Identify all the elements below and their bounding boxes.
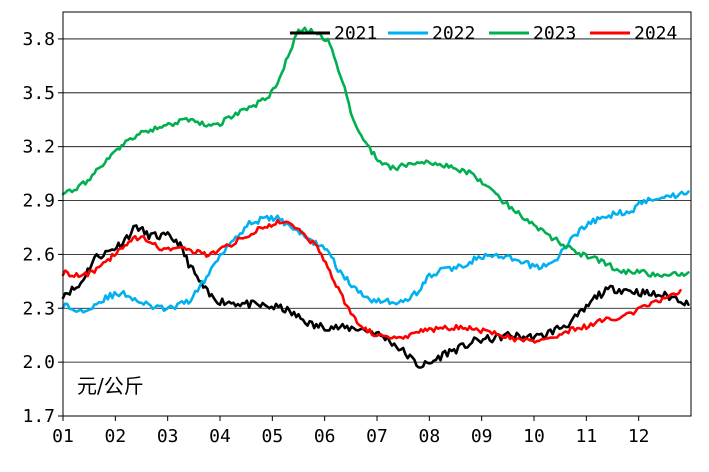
x-tick-label: 03 [157,426,179,447]
series-line-2022 [61,190,690,314]
x-tick-label: 01 [52,426,74,447]
series-line-2024 [61,218,682,344]
legend-label-2021: 2021 [334,23,377,44]
legend-label-2023: 2023 [533,23,576,44]
x-tick-label: 11 [575,426,597,447]
x-tick-label: 09 [471,426,493,447]
x-tick-label: 04 [209,426,231,447]
x-tick-label: 10 [523,426,545,447]
y-tick-label: 2.3 [22,298,55,319]
y-tick-label: 2.6 [22,244,55,265]
y-axis: 1.7 2.0 2.3 2.6 2.9 3.2 3.5 3.8 [22,29,63,427]
y-tick-label: 1.7 [22,406,55,427]
legend-label-2022: 2022 [432,23,475,44]
grid-lines [63,38,691,363]
y-axis-unit-label: 元/公斤 [77,374,144,398]
x-tick-label: 12 [628,426,650,447]
x-tick-label: 08 [418,426,440,447]
x-tick-label: 05 [261,426,283,447]
x-tick-label: 02 [104,426,126,447]
series-lines [61,26,690,369]
y-tick-label: 2.9 [22,191,55,212]
plot-frame [62,11,692,417]
y-tick-label: 3.2 [22,137,55,158]
y-tick-label: 3.5 [22,83,55,104]
legend: 2021 2022 2023 2024 [290,23,677,44]
y-tick-label: 2.0 [22,352,55,373]
y-tick-label: 3.8 [22,29,55,50]
x-axis: 01 02 03 04 05 06 07 08 09 10 11 12 [52,416,650,447]
x-tick-label: 06 [314,426,336,447]
legend-label-2024: 2024 [634,23,677,44]
series-line-2023 [61,26,690,278]
x-tick-label: 07 [366,426,388,447]
